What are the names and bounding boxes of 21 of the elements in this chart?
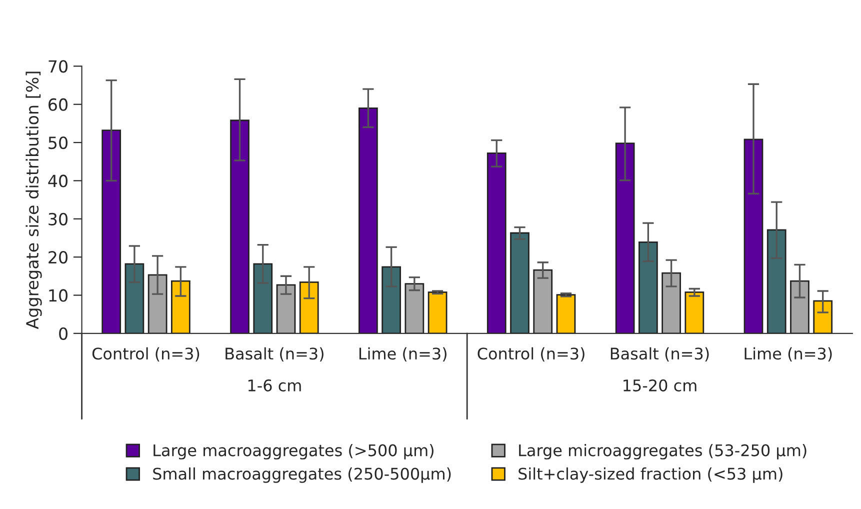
y-tick-label: 10 — [49, 289, 68, 302]
y-axis-title: Aggregate size distribution [%] — [26, 72, 42, 330]
x-tick-label: Basalt (n=3) — [610, 347, 709, 362]
x-tick-label: Lime (n=3) — [359, 347, 446, 362]
y-tick-label: 40 — [48, 174, 68, 188]
x-tick-label: Basalt (n=3) — [226, 347, 324, 362]
legend-label: Silt+clay-sized fraction (<53 µm) — [518, 467, 782, 483]
legend-label: Large microaggregates (53-250 µm) — [519, 444, 806, 460]
y-tick-label: 50 — [48, 136, 68, 150]
x-tick-label: Lime (n=3) — [744, 347, 832, 362]
x-tick-label: Control (n=3) — [478, 347, 584, 362]
y-tick-label: 0 — [59, 327, 68, 340]
y-tick-label: 20 — [48, 251, 68, 264]
legend-label: Large macroaggregates (>500 µm) — [154, 444, 434, 460]
y-tick-label: 60 — [48, 98, 68, 111]
text: 1-6 cm — [248, 379, 301, 392]
y-tick-label: 30 — [48, 212, 68, 226]
text: 15-20 cm — [624, 379, 696, 392]
x-tick-label: Control (n=3) — [92, 347, 200, 362]
legend-label: Small macroaggregates (250-500µm) — [153, 467, 451, 483]
y-tick-label: 70 — [48, 60, 68, 73]
